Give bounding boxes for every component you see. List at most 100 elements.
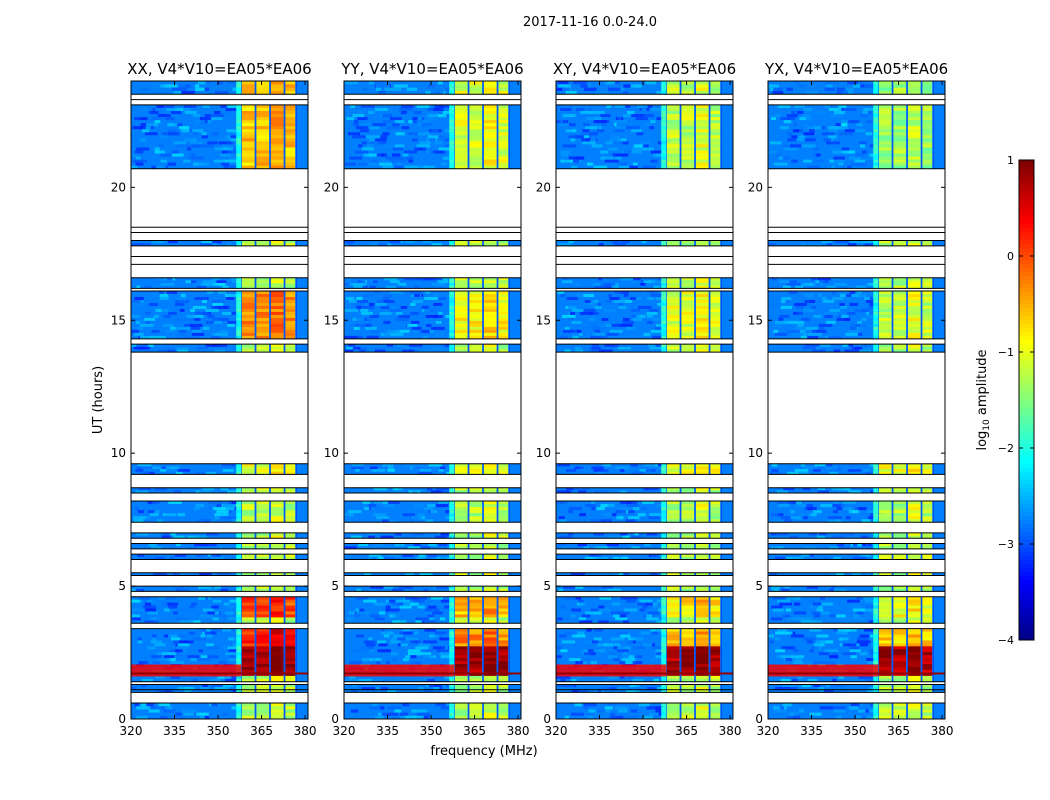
rfi-cell [666,687,680,691]
rfi-cell [468,159,483,163]
data-band [556,586,733,592]
rfi-cell [878,586,892,590]
rfi-cell [468,640,483,644]
rfi-cell [892,501,907,505]
rfi-cell [255,588,270,592]
rfi-cell [468,684,483,688]
rfi-cell [709,469,721,473]
rfi-cell [270,144,284,148]
rfi-cell [680,706,695,710]
rfi-cell [666,126,680,130]
rfi-cell [680,596,695,600]
rfi-cell [284,326,296,331]
rfi-cell [483,323,497,328]
rfi-cell [270,150,284,154]
rfi-cell [270,689,284,693]
colorbar-segment [1019,396,1034,401]
rfi-cell [921,554,933,558]
colorbar-segment [1019,308,1034,313]
rfi-cell [695,596,709,600]
rfi-cell [454,159,468,163]
rfi-cell [284,81,296,85]
rfi-cell [892,141,907,145]
rfi-cell [284,532,296,536]
rfi-cell [255,516,270,520]
rfi-cell [483,504,497,508]
rfi-cell [468,490,483,494]
rfi-cell [695,617,709,621]
rfi-cell [497,240,509,244]
rfi-cell [709,346,721,350]
rfi-cell [709,120,721,124]
rfi-cell [709,302,721,307]
rfi-cell [695,285,709,289]
rfi-cell [878,90,892,95]
rfi-cell [468,687,483,691]
colorbar-segment [1019,268,1034,273]
rfi-cell [921,311,933,316]
rfi-cell [921,546,933,550]
colorbar-segment [1019,208,1034,213]
rfi-cell [497,672,509,677]
rfi-cell [497,715,509,719]
rfi-cell [255,513,270,517]
rfi-cell [241,84,255,88]
rfi-cell [255,669,270,674]
rfi-cell [666,150,680,154]
rfi-cell [241,138,255,142]
rfi-cell [483,510,497,514]
rfi-cell [241,588,255,592]
rfi-cell [921,326,933,331]
rfi-cell [907,285,921,289]
rfi-cell [468,323,483,328]
rfi-cell [270,243,284,247]
rfi-cell [454,87,468,92]
rfi-cell [284,346,296,350]
rfi-cell [892,104,907,109]
rfi-cell [695,634,709,638]
y-tick-label: 5 [543,579,551,593]
rfi-cell [666,715,680,719]
rfi-cell [666,469,680,473]
rfi-cell [241,510,255,514]
rfi-cell [921,556,933,560]
rfi-cell [255,599,270,603]
rfi-cell [255,703,270,707]
rfi-cell [483,605,497,609]
colorbar-segment [1019,200,1034,205]
rfi-cell [270,123,284,127]
rfi-cell [270,535,284,539]
rfi-cell [709,311,721,316]
rfi-cell [666,117,680,121]
rfi-cell [878,703,892,707]
colorbar-segment [1019,560,1034,565]
rfi-cell [878,344,892,348]
rfi-cell [680,291,695,295]
rfi-cell [454,243,468,247]
rfi-cell [255,291,270,295]
rfi-cell [695,628,709,632]
rfi-cell [892,675,907,680]
y-tick-label: 10 [536,446,551,460]
rfi-cell [468,104,483,109]
rfi-cell [454,611,468,615]
rfi-cell [680,643,695,647]
rfi-cell [666,712,680,717]
rfi-cell [709,293,721,298]
strong-band [768,664,879,677]
rfi-cell [892,504,907,508]
rfi-cell [695,335,709,340]
colorbar-tick-label: −4 [998,634,1014,647]
rfi-cell [241,135,255,139]
rfi-cell [680,243,695,247]
rfi-cell [921,643,933,647]
rfi-cell [907,150,921,154]
colorbar-segment [1019,312,1034,317]
rfi-cell [241,672,255,677]
rfi-cell [878,546,892,550]
rfi-cell [255,687,270,691]
rfi-cell [483,84,497,88]
rfi-cell [921,572,933,576]
rfi-cell [483,599,497,603]
rfi-cell [695,344,709,348]
